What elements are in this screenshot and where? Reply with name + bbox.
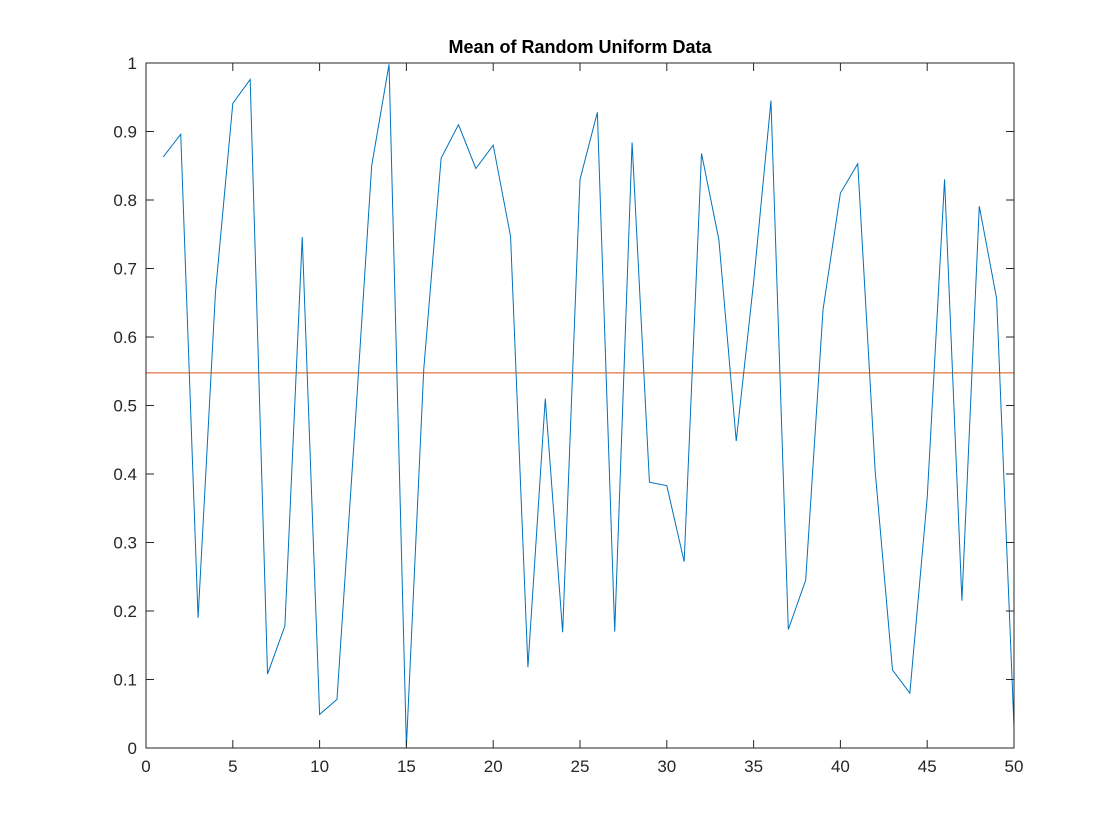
- x-tick-label: 50: [1005, 757, 1024, 776]
- chart-title: Mean of Random Uniform Data: [448, 37, 712, 57]
- y-tick-label: 0: [128, 739, 137, 758]
- x-tick-label: 30: [657, 757, 676, 776]
- x-tick-label: 20: [484, 757, 503, 776]
- y-tick-label: 0.7: [113, 260, 137, 279]
- x-tick-label: 45: [918, 757, 937, 776]
- x-tick-label: 10: [310, 757, 329, 776]
- y-tick-label: 0.5: [113, 397, 137, 416]
- y-tick-label: 0.4: [113, 465, 137, 484]
- x-tick-label: 5: [228, 757, 237, 776]
- y-tick-label: 0.6: [113, 328, 137, 347]
- x-tick-label: 15: [397, 757, 416, 776]
- y-tick-label: 1: [128, 54, 137, 73]
- x-tick-label: 0: [141, 757, 150, 776]
- y-tick-label: 0.2: [113, 602, 137, 621]
- x-tick-label: 25: [571, 757, 590, 776]
- y-tick-label: 0.1: [113, 671, 137, 690]
- y-tick-label: 0.9: [113, 123, 137, 142]
- y-tick-label: 0.8: [113, 191, 137, 210]
- y-tick-label: 0.3: [113, 534, 137, 553]
- x-tick-label: 40: [831, 757, 850, 776]
- axes-box: [145, 62, 1015, 749]
- x-tick-label: 35: [744, 757, 763, 776]
- series-line-0: [162, 64, 1015, 747]
